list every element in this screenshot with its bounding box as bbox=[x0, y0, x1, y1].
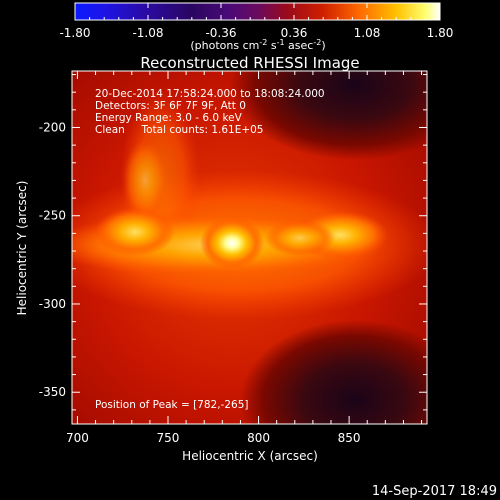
axis-ticks: 700 750 800 850 -200 -250 -300 -350 bbox=[39, 71, 427, 445]
colorbar-units: (photons cm-2 s-1 asec-2) bbox=[190, 38, 325, 52]
colorbar-tick-label: -0.36 bbox=[205, 26, 236, 40]
colorbar-ticks: -1.80 -1.08 -0.36 0.36 1.08 1.80 bbox=[59, 3, 453, 40]
annotation-detectors: Detectors: 3F 6F 7F 9F, Att 0 bbox=[95, 100, 246, 112]
y-tick-label: -300 bbox=[39, 297, 66, 311]
colorbar-tick-label: -1.08 bbox=[132, 26, 163, 40]
colorbar-tick-label: 1.80 bbox=[427, 26, 454, 40]
y-tick-label: -250 bbox=[39, 209, 66, 223]
peak-position-label: Position of Peak = [782,-265] bbox=[95, 399, 249, 411]
y-tick-label: -200 bbox=[39, 120, 66, 134]
annotation-energy-range: Energy Range: 3.0 - 6.0 keV bbox=[95, 112, 243, 124]
rhessi-image bbox=[72, 71, 427, 424]
y-tick-label: -350 bbox=[39, 385, 66, 399]
colorbar-strip bbox=[74, 2, 441, 21]
plot-annotations: 20-Dec-2014 17:58:24.000 to 18:08:24.000… bbox=[95, 88, 325, 411]
annotation-clean-counts: Clean Total counts: 1.61E+05 bbox=[95, 124, 264, 136]
annotation-time-range: 20-Dec-2014 17:58:24.000 to 18:08:24.000 bbox=[95, 88, 325, 100]
x-tick-label: 800 bbox=[247, 431, 270, 445]
timestamp: 14-Sep-2017 18:49 bbox=[372, 484, 497, 499]
plot-frame bbox=[71, 70, 428, 425]
x-axis-label: Heliocentric X (arcsec) bbox=[182, 449, 318, 463]
x-tick-label: 750 bbox=[157, 431, 180, 445]
x-tick-label: 700 bbox=[66, 431, 89, 445]
colorbar-tick-label: -1.80 bbox=[59, 26, 90, 40]
chart-title: Reconstructed RHESSI Image bbox=[140, 54, 359, 72]
colorbar-tick-label: 1.08 bbox=[354, 26, 381, 40]
colorbar-tick-label: 0.36 bbox=[281, 26, 308, 40]
x-tick-label: 850 bbox=[338, 431, 361, 445]
y-axis-label: Heliocentric Y (arcsec) bbox=[15, 181, 29, 316]
